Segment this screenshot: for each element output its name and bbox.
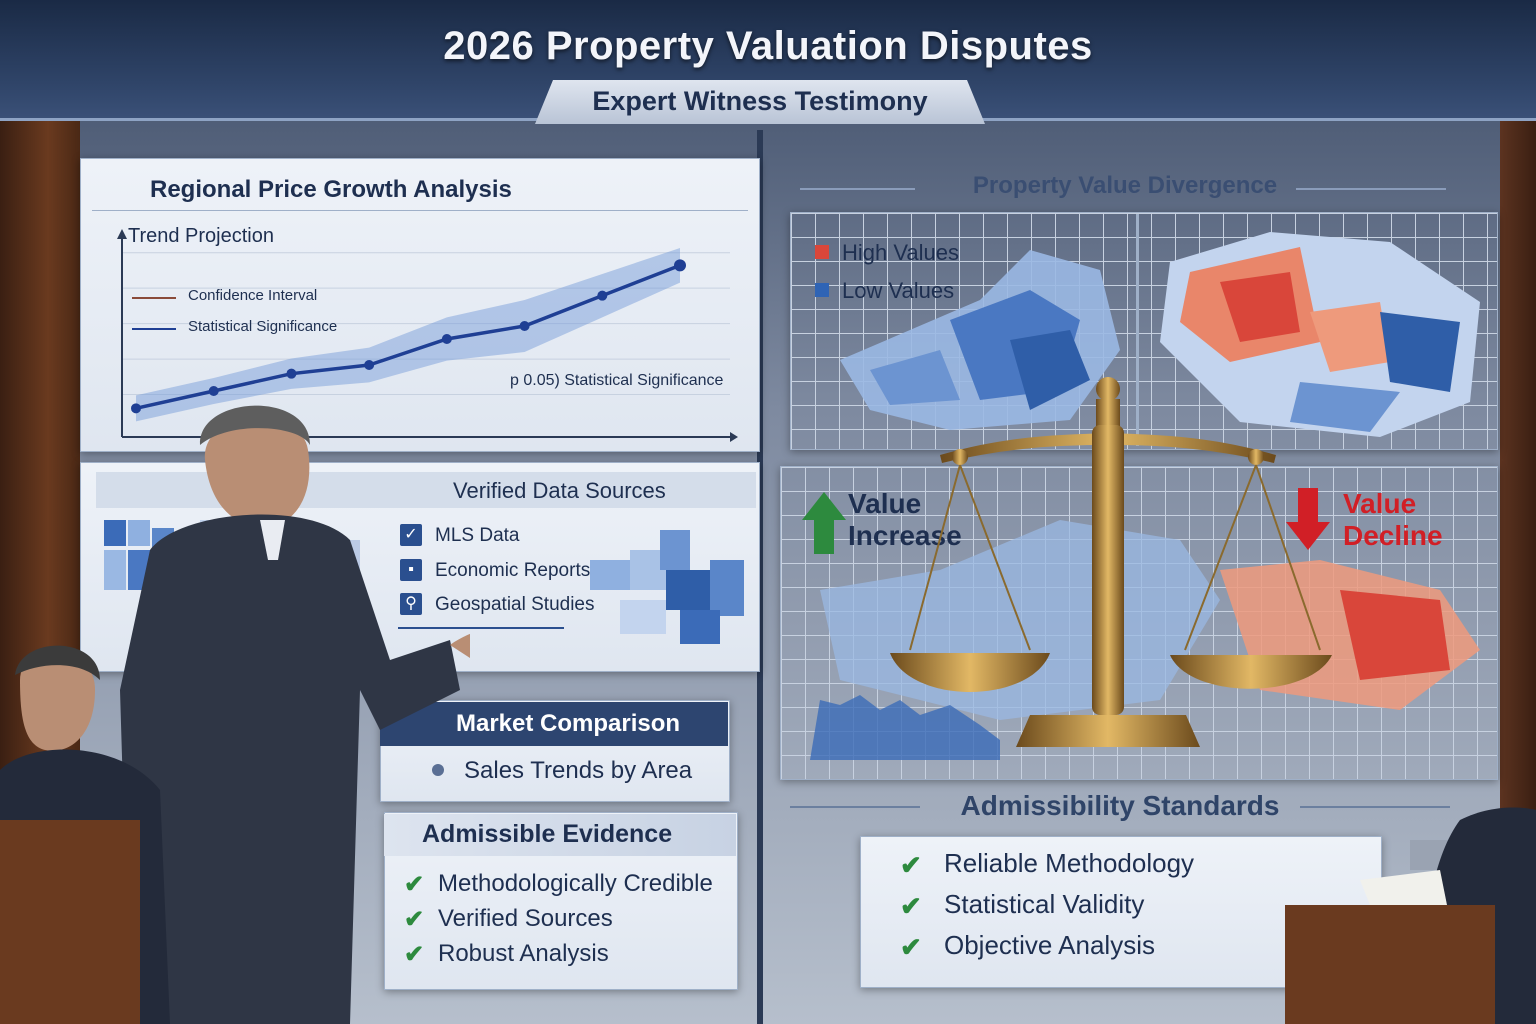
title-rule-right: [1300, 806, 1450, 808]
value-decline-line1: Value: [1343, 488, 1417, 519]
evidence-item-3: Robust Analysis: [438, 940, 609, 967]
legend-ci-label: Confidence Interval: [188, 287, 318, 304]
evidence-item-2: Verified Sources: [438, 905, 613, 932]
y-axis-arrow-icon: [117, 229, 127, 239]
page-subtitle: Expert Witness Testimony: [592, 86, 928, 116]
expert-witness-figure: [120, 405, 470, 1024]
legend-low-label: Low Values: [842, 278, 955, 303]
trend-point: [441, 334, 452, 344]
value-decline-line2: Decline: [1343, 520, 1443, 551]
center-divider: [757, 130, 763, 1024]
data-sources-header: [96, 472, 756, 508]
sources-underline: [398, 627, 564, 629]
significance-annotation: p 0.05) Statistical Significance: [510, 372, 724, 389]
subtitle-plate: [535, 80, 985, 124]
evidence-item-1: Methodologically Credible: [438, 870, 713, 897]
title-rule-right: [1296, 188, 1446, 190]
x-axis-arrow-icon: [730, 432, 738, 442]
legend-sig-label: Statistical Significance: [188, 318, 338, 335]
admissible-evidence-header: [384, 814, 736, 856]
legend-high-swatch: [815, 245, 829, 259]
arrow-down-icon: [1286, 522, 1330, 550]
check-icon: ✔: [404, 941, 425, 968]
admissibility-item-2: Statistical Validity: [944, 889, 1145, 919]
arrow-up-icon: [802, 492, 846, 520]
check-icon: ✔: [900, 932, 922, 962]
trend-point: [208, 386, 219, 396]
admissibility-item-3: Objective Analysis: [944, 930, 1155, 960]
trend-point: [597, 290, 608, 301]
source-mls: MLS Data: [435, 525, 520, 546]
check-icon: ✔: [404, 871, 425, 898]
value-increase-line2: Increase: [848, 520, 962, 551]
trend-point: [674, 259, 686, 272]
admissibility-item-1: Reliable Methodology: [944, 848, 1195, 878]
source-economic: Economic Reports: [435, 560, 591, 581]
checkbox-icon: ✓: [400, 524, 422, 546]
market-comparison-title: Market Comparison: [456, 710, 681, 737]
scales-of-justice-icon: [890, 377, 1332, 747]
arrow-up-stem: [814, 518, 834, 554]
source-geospatial: Geospatial Studies: [435, 594, 595, 615]
low-values-map: [840, 250, 1120, 430]
check-icon: ✔: [900, 850, 922, 880]
map-divider: [1136, 214, 1139, 446]
growth-chart-panel: [80, 158, 760, 452]
title-rule-left: [800, 188, 915, 190]
high-values-map: [1160, 232, 1480, 437]
trend-point: [286, 368, 297, 379]
data-sources-title: Verified Data Sources: [453, 478, 666, 503]
check-icon: ✔: [900, 891, 922, 921]
trend-line: [135, 263, 681, 411]
divergence-title: Property Value Divergence: [972, 172, 1278, 199]
legend-high-label: High Values: [842, 240, 959, 265]
value-increase-line1: Value: [848, 488, 922, 519]
trend-point: [364, 360, 375, 370]
chart-gridlines: [122, 252, 730, 396]
legend-low-swatch: [815, 283, 829, 297]
check-icon: ✔: [404, 906, 425, 933]
legend-sig-swatch: [132, 328, 176, 330]
trend-point: [131, 403, 141, 414]
sources-map: [580, 520, 750, 650]
title-rule: [92, 210, 748, 211]
report-icon: ▪: [400, 559, 422, 581]
bullet-icon: [432, 764, 444, 776]
arrow-down-stem: [1298, 488, 1318, 522]
map-pin-icon: ⚲: [400, 593, 422, 615]
legend-ci-swatch: [132, 297, 176, 299]
admissibility-title: Admissibility Standards: [960, 790, 1280, 821]
trend-point: [519, 321, 530, 331]
market-comparison-header: [380, 702, 728, 746]
audience-figure: [0, 645, 170, 1024]
market-comparison-item: Sales Trends by Area: [464, 757, 693, 784]
growth-chart-title: Regional Price Growth Analysis: [150, 176, 512, 203]
title-rule-left: [790, 806, 920, 808]
attorney-figure: [1285, 807, 1536, 1024]
chart-label: Trend Projection: [128, 225, 274, 247]
admissible-evidence-title: Admissible Evidence: [422, 820, 673, 848]
page-title: 2026 Property Valuation Disputes: [443, 24, 1093, 68]
